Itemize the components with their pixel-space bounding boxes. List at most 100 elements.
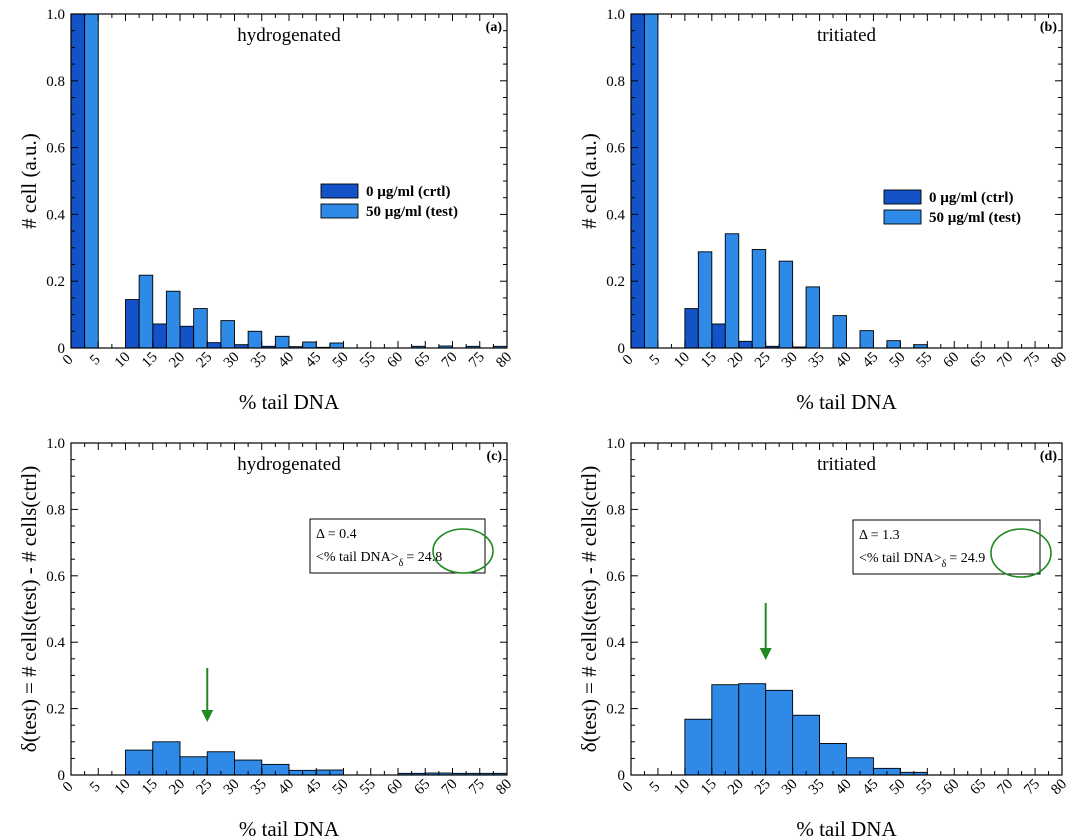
x-tick-label: 35 xyxy=(806,349,828,371)
annotation-mean: <% tail DNA>δ = 24.9 xyxy=(859,551,985,570)
x-tick-label: 30 xyxy=(221,349,243,371)
x-tick-label: 10 xyxy=(671,349,693,371)
bar xyxy=(684,308,699,349)
x-tick-label: 10 xyxy=(112,349,134,371)
x-tick-label: 5 xyxy=(647,352,664,369)
x-tick-label: 15 xyxy=(139,349,161,371)
x-tick-label: 10 xyxy=(671,776,693,798)
y-tick-label: 0.8 xyxy=(46,502,65,518)
x-tick-label: 65 xyxy=(411,349,433,371)
x-tick-label: 15 xyxy=(698,349,720,371)
x-tick-label: 20 xyxy=(725,349,747,371)
panel-tag: (b) xyxy=(1040,20,1057,35)
highlight-circle xyxy=(990,528,1052,578)
y-tick-label: 1.0 xyxy=(46,436,65,452)
x-tick-label: 55 xyxy=(914,349,936,371)
bar xyxy=(179,325,195,349)
bar xyxy=(247,330,263,349)
legend-swatch xyxy=(320,203,359,219)
x-tick-label: 0 xyxy=(60,779,77,796)
panel-tag: (a) xyxy=(486,20,503,35)
x-tick-label: 80 xyxy=(1048,349,1067,371)
panel-title: hydrogenated xyxy=(237,454,341,475)
panel-b: 00.20.40.60.81.00 5 10 15 20 25 30 35 40 45 50 55 60… xyxy=(577,7,1067,414)
panel-tag: (d) xyxy=(1040,449,1057,464)
x-axis-label: % tail DNA xyxy=(239,390,340,414)
x-tick-label: 35 xyxy=(806,776,828,798)
x-tick-label: 20 xyxy=(166,349,188,371)
x-tick-label: 80 xyxy=(1048,776,1067,798)
bar xyxy=(819,743,847,776)
bar xyxy=(220,320,235,349)
panel-c: 00.20.40.60.81.00 5 10 15 20 25 30 35 40 45 50 55 60… xyxy=(17,436,515,839)
bar xyxy=(329,342,344,349)
y-axis-label: δ(test) = # cells(test) - # cells(ctrl) xyxy=(577,466,601,752)
x-tick-label: 5 xyxy=(87,779,104,796)
x-tick-label: 30 xyxy=(779,349,801,371)
bar xyxy=(152,741,181,776)
y-tick-label: 0.6 xyxy=(606,569,625,585)
bar xyxy=(644,13,659,349)
y-tick-label: 0.4 xyxy=(46,635,65,651)
x-tick-label: 75 xyxy=(1021,776,1043,798)
x-tick-label: 65 xyxy=(967,349,989,371)
bar xyxy=(832,315,847,349)
y-axis-label: # cell (a.u.) xyxy=(17,133,41,229)
annotation-delta: Δ = 1.3 xyxy=(859,528,900,543)
panel-d: 00.20.40.60.81.00 5 10 15 20 25 30 35 40 45 50 55 60… xyxy=(577,436,1067,839)
arrow-head xyxy=(759,648,772,660)
x-tick-label: 40 xyxy=(833,349,855,371)
annotation-delta: Δ = 0.4 xyxy=(316,527,357,542)
bar xyxy=(684,718,713,776)
bar xyxy=(152,323,167,349)
x-tick-label: 80 xyxy=(493,349,515,371)
x-tick-label: 70 xyxy=(994,349,1016,371)
x-tick-label: 70 xyxy=(994,776,1016,798)
y-axis-label: δ(test) = # cells(test) - # cells(ctrl) xyxy=(17,466,41,752)
legend-swatch xyxy=(883,209,922,225)
y-tick-label: 0.2 xyxy=(606,702,625,718)
x-tick-label: 60 xyxy=(940,776,962,798)
x-tick-label: 20 xyxy=(166,776,188,798)
x-tick-label: 20 xyxy=(725,776,747,798)
x-tick-label: 25 xyxy=(193,349,215,371)
x-tick-label: 45 xyxy=(860,776,882,798)
x-tick-label: 50 xyxy=(330,349,352,371)
y-tick-label: 1.0 xyxy=(606,436,625,452)
bar xyxy=(165,290,181,349)
x-tick-label: 40 xyxy=(275,349,297,371)
legend-swatch xyxy=(883,189,922,205)
x-tick-label: 50 xyxy=(887,349,909,371)
x-tick-label: 25 xyxy=(752,776,774,798)
bar xyxy=(84,13,99,349)
y-tick-label: 0.4 xyxy=(606,635,625,651)
x-tick-label: 35 xyxy=(248,776,270,798)
x-tick-label: 80 xyxy=(493,776,515,798)
x-tick-label: 60 xyxy=(940,349,962,371)
x-tick-label: 50 xyxy=(887,776,909,798)
y-tick-label: 1.0 xyxy=(46,7,65,23)
x-tick-label: 45 xyxy=(860,349,882,371)
plot-frame xyxy=(70,13,508,349)
annotation-mean: <% tail DNA>δ = 24.8 xyxy=(316,550,442,569)
x-tick-label: 40 xyxy=(833,776,855,798)
bar xyxy=(697,251,713,349)
arrow-head xyxy=(201,710,214,722)
legend-swatch xyxy=(320,183,359,199)
highlight-circle xyxy=(432,528,494,574)
y-tick-label: 0 xyxy=(618,341,626,357)
x-tick-label: 55 xyxy=(914,776,936,798)
annotation-box xyxy=(852,519,1041,575)
x-tick-label: 70 xyxy=(439,776,461,798)
x-tick-label: 75 xyxy=(466,349,488,371)
y-tick-label: 0.8 xyxy=(606,502,625,518)
x-axis-label: % tail DNA xyxy=(239,817,340,839)
bar xyxy=(711,323,726,349)
bar xyxy=(302,341,317,349)
plot-frame xyxy=(630,13,1063,349)
bar xyxy=(738,340,753,349)
panel-a: 00.20.40.60.81.00 5 10 15 20 25 30 35 40 45 50 55 60… xyxy=(17,7,515,414)
bar xyxy=(724,233,740,349)
bar xyxy=(125,749,154,776)
